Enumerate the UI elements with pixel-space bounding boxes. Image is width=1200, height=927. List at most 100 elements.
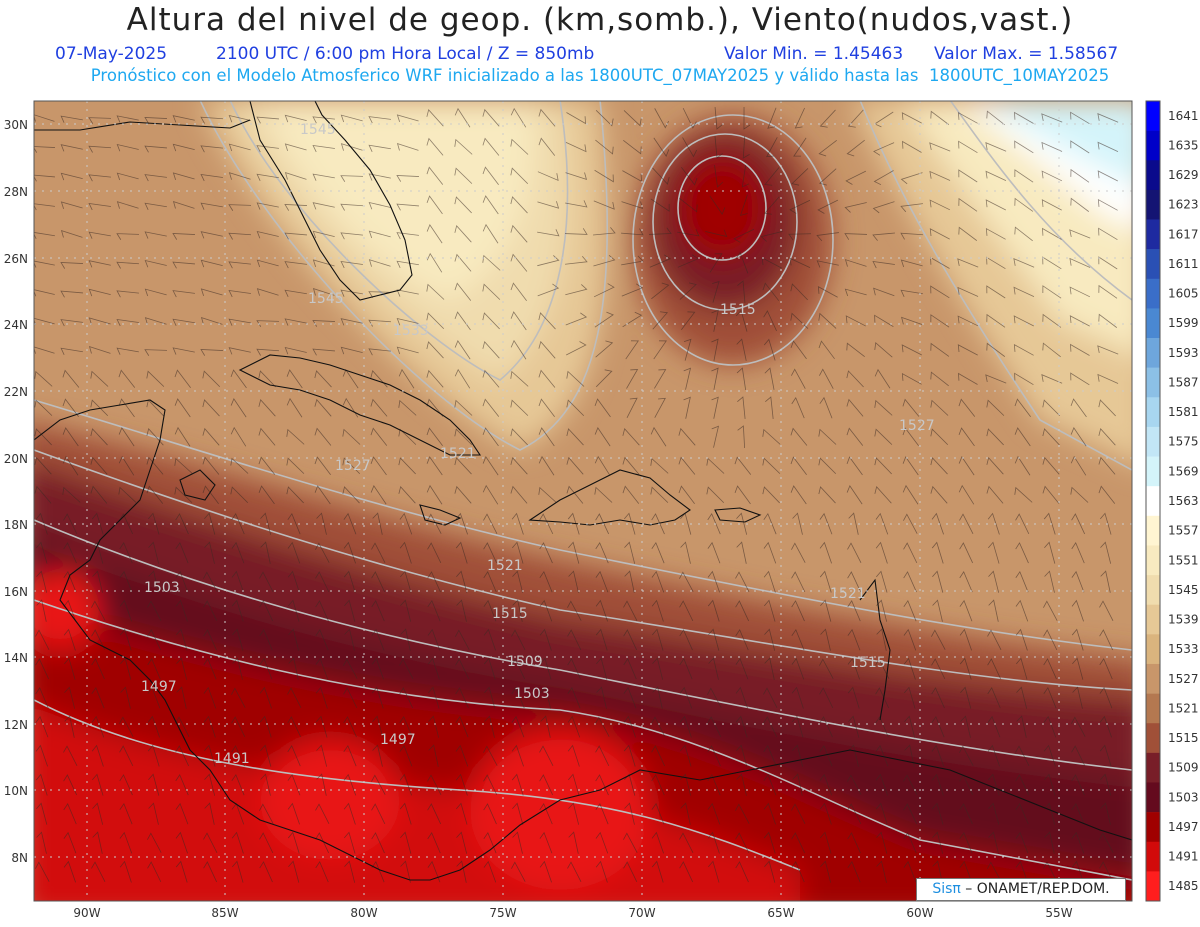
wind-barb <box>651 802 665 825</box>
wind-barb <box>565 200 588 208</box>
wind-barb <box>1070 197 1090 212</box>
wind-barb <box>1069 286 1091 298</box>
wind-barb <box>681 166 698 186</box>
wind-barb <box>259 861 273 883</box>
wind-barb <box>343 541 356 564</box>
wind-barb <box>510 253 528 272</box>
wind-barb <box>91 715 105 738</box>
wind-barb <box>1013 315 1034 327</box>
wind-barb <box>621 283 644 297</box>
wind-barb <box>175 716 190 737</box>
wind-barb <box>284 346 307 355</box>
wind-barb <box>396 174 420 182</box>
wind-barb <box>172 200 195 209</box>
wind-barb <box>202 456 220 475</box>
wind-barb <box>1098 428 1116 446</box>
wind-barb <box>623 832 638 853</box>
wind-barb <box>259 657 273 680</box>
wind-barb <box>846 456 863 476</box>
wind-barb <box>176 657 188 680</box>
wind-barb <box>483 599 497 622</box>
colorbar-label: 1545 <box>1168 583 1199 597</box>
wind-barb <box>957 111 978 124</box>
wind-barb <box>650 198 670 212</box>
sispi-logo-text: Sisπ <box>932 881 961 897</box>
wind-barb <box>88 317 111 325</box>
wind-barb <box>1097 373 1119 384</box>
wind-barb <box>426 427 443 447</box>
wind-barb <box>203 686 217 709</box>
wind-barb <box>790 283 808 301</box>
colorbar-swatch <box>1146 367 1160 398</box>
wind-barb <box>651 541 665 564</box>
wind-barb <box>1070 427 1087 447</box>
wind-barb <box>819 512 833 535</box>
wind-barb <box>1070 343 1090 356</box>
wind-barb <box>88 117 112 124</box>
wind-barb <box>510 457 528 475</box>
wind-barb <box>398 368 415 389</box>
wind-barb <box>343 744 357 767</box>
wind-barb <box>1013 286 1035 298</box>
colorbar-label: 1629 <box>1168 168 1199 182</box>
wind-barb <box>654 108 669 129</box>
wind-barb <box>175 831 188 854</box>
wind-barb <box>231 831 244 854</box>
wind-barb <box>174 369 191 389</box>
wind-barb <box>623 600 638 621</box>
wind-barb <box>1042 485 1060 504</box>
wind-barb <box>371 657 384 680</box>
wind-barb <box>90 399 109 417</box>
wind-barb <box>986 457 1004 475</box>
wind-barb <box>931 541 944 564</box>
wind-barb <box>91 629 106 651</box>
wind-barb <box>483 513 498 534</box>
wind-barb <box>791 600 805 622</box>
wind-barb <box>930 285 950 299</box>
wind-barb <box>1097 345 1119 355</box>
wind-barb <box>370 456 387 476</box>
wind-barb <box>315 542 330 563</box>
wind-barb <box>652 311 669 330</box>
wind-barb <box>399 541 412 564</box>
wind-barb <box>256 259 279 268</box>
wind-barb <box>258 399 276 417</box>
wind-barb <box>929 142 951 152</box>
wind-barb <box>175 774 189 796</box>
wind-barb <box>368 230 391 239</box>
wind-barb <box>1069 315 1090 327</box>
wind-barb <box>735 251 749 274</box>
wind-barb <box>120 657 132 680</box>
wind-barb <box>426 312 445 330</box>
wind-barb <box>91 773 104 796</box>
wind-barb <box>231 716 246 738</box>
wind-barb <box>1043 773 1056 796</box>
wind-barb <box>708 657 719 680</box>
wind-barb <box>63 513 78 535</box>
wind-barb <box>1100 802 1111 825</box>
wind-barb <box>344 628 355 651</box>
wind-barb <box>144 202 167 210</box>
wind-barb <box>677 254 699 268</box>
wind-barb <box>930 371 949 387</box>
wind-barb <box>203 600 218 622</box>
wind-barb <box>845 315 866 327</box>
wind-barb <box>371 628 385 651</box>
wind-barb <box>287 802 300 825</box>
wind-barb <box>1014 372 1034 386</box>
wind-barb <box>315 803 330 824</box>
wind-barb <box>343 831 356 854</box>
wind-barb <box>454 428 473 446</box>
wind-barb <box>845 170 867 185</box>
wind-barb <box>399 658 414 679</box>
wind-barb <box>91 658 105 680</box>
wind-barb <box>455 773 468 796</box>
wind-barb <box>1043 512 1056 535</box>
wind-barb <box>988 570 1000 593</box>
wind-barb <box>200 316 223 325</box>
wind-barb <box>652 167 670 185</box>
wind-barb <box>454 485 472 504</box>
wind-barb <box>116 347 139 355</box>
wind-barb <box>1014 197 1034 212</box>
wind-barb <box>34 260 55 268</box>
